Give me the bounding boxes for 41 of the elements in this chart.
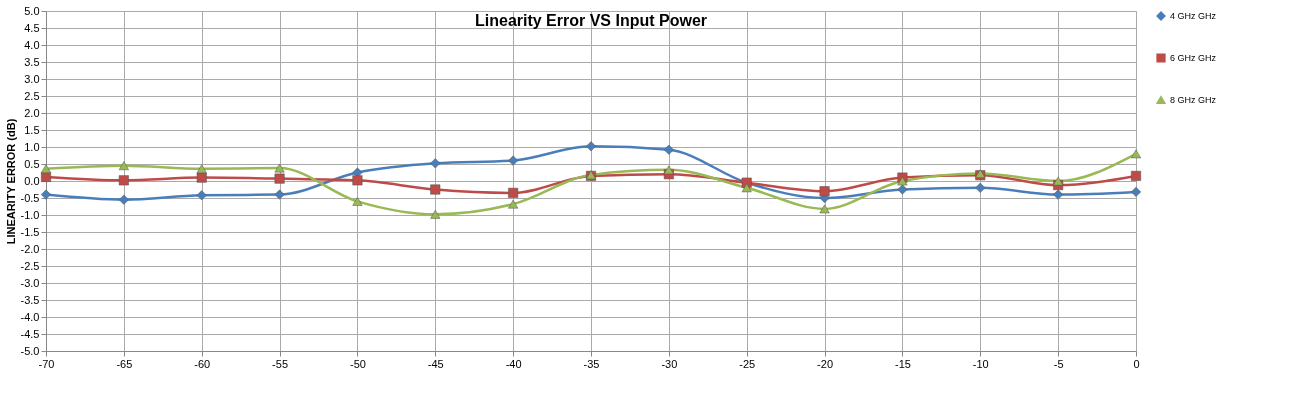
x-tick-label: -50	[349, 357, 366, 370]
y-tick-label: 4.5	[24, 21, 40, 34]
y-tick-label: 5.0	[24, 4, 40, 17]
y-tick-label: -1.5	[20, 225, 40, 238]
x-tick-label: -40	[505, 357, 522, 370]
y-tick-label: -1.0	[20, 208, 40, 221]
legend-label: 8 GHz GHz	[1170, 95, 1217, 105]
y-tick-label: -0.5	[20, 191, 40, 204]
y-tick-label: 3.0	[24, 72, 40, 85]
x-tick-label: -20	[817, 357, 834, 370]
x-tick-label: -25	[739, 357, 756, 370]
y-tick-label: 1.0	[24, 140, 40, 153]
y-tick-label: 2.5	[24, 89, 40, 102]
x-tick-label: -10	[972, 357, 989, 370]
x-tick-label: -55	[272, 357, 289, 370]
x-tick-label: -35	[583, 357, 600, 370]
y-tick-label: 0.5	[24, 157, 40, 170]
x-tick-label: -70	[38, 357, 55, 370]
y-tick-label: -3.5	[20, 293, 40, 306]
x-tick-label: -60	[194, 357, 211, 370]
y-tick-label: -4.5	[20, 327, 40, 340]
x-tick-label: -45	[427, 357, 444, 370]
y-tick-label: -3.0	[20, 276, 40, 289]
y-tick-label: 1.5	[24, 123, 40, 136]
legend-label: 6 GHz GHz	[1170, 53, 1217, 63]
y-tick-label: -2.5	[20, 259, 40, 272]
x-tick-label: 0	[1133, 357, 1140, 370]
y-tick-label: 2.0	[24, 106, 40, 119]
legend-label: 4 GHz GHz	[1170, 11, 1217, 21]
x-tick-label: -65	[116, 357, 133, 370]
y-tick-label: -5.0	[20, 344, 40, 357]
x-tick-label: -5	[1053, 357, 1064, 370]
y-tick-label: 4.0	[24, 38, 40, 51]
y-tick-label: -2.0	[20, 242, 40, 255]
y-axis-title: LINEARITY ERROR (dB)	[4, 118, 17, 245]
x-tick-label: -15	[894, 357, 911, 370]
chart-title: Linearity Error VS Input Power	[474, 12, 708, 29]
x-tick-label: -30	[661, 357, 678, 370]
y-tick-label: -4.0	[20, 310, 40, 323]
y-tick-label: 0.0	[24, 174, 40, 187]
y-tick-label: 3.5	[24, 55, 40, 68]
